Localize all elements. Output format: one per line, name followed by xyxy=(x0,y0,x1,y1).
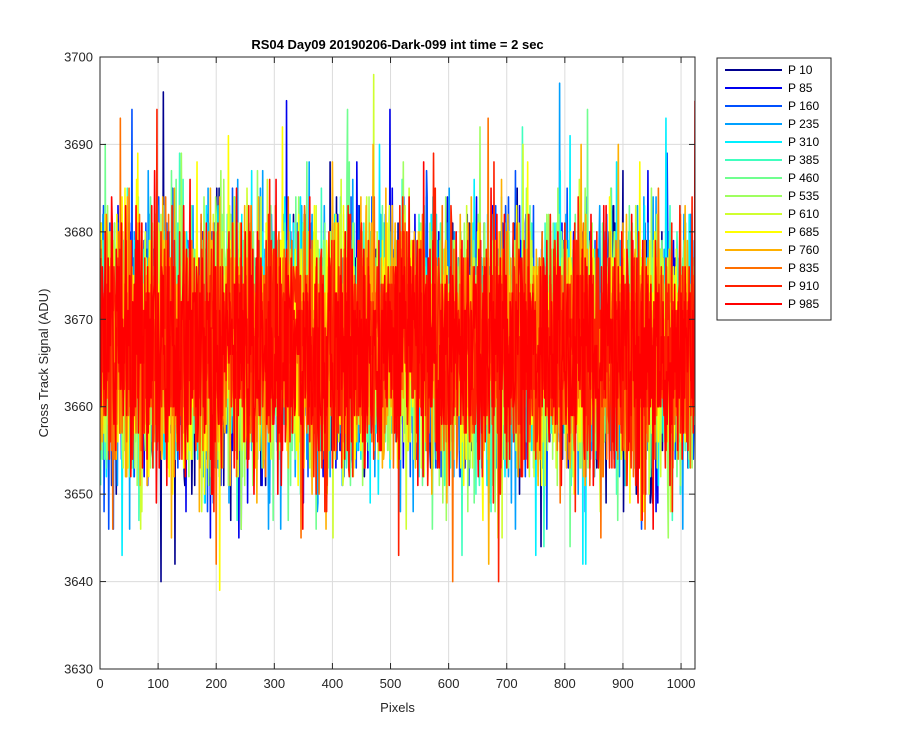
y-tick-label: 3690 xyxy=(64,137,93,152)
y-tick-label: 3700 xyxy=(64,50,93,65)
legend-entry: P 85 xyxy=(788,81,813,95)
series-group xyxy=(100,73,695,592)
legend-entry: P 235 xyxy=(788,117,819,131)
axes-frame xyxy=(99,56,696,670)
legend-entry: P 310 xyxy=(788,135,819,149)
y-tick-label: 3650 xyxy=(64,487,93,502)
legend-entry: P 160 xyxy=(788,99,819,113)
legend: P 10 P 85 P 160 P 235 P 310 P 385 P 460 P 535 P … xyxy=(716,57,832,321)
x-tick-label: 200 xyxy=(205,676,227,691)
y-tick-label: 3670 xyxy=(64,312,93,327)
legend-entry: P 610 xyxy=(788,207,819,221)
x-tick-label: 900 xyxy=(612,676,634,691)
x-tick-label: 100 xyxy=(147,676,169,691)
legend-entry: P 835 xyxy=(788,261,819,275)
x-tick-label: 400 xyxy=(322,676,344,691)
x-tick-label: 800 xyxy=(554,676,576,691)
x-axis-label: Pixels xyxy=(380,700,415,715)
legend-entry: P 10 xyxy=(788,63,813,77)
legend-entry: P 760 xyxy=(788,243,819,257)
legend-entry: P 460 xyxy=(788,171,819,185)
x-tick-label: 600 xyxy=(438,676,460,691)
chart-title: RS04 Day09 20190206-Dark-099 int time = … xyxy=(251,37,543,52)
legend-entry: P 685 xyxy=(788,225,819,239)
x-tick-label: 500 xyxy=(380,676,402,691)
y-tick-label: 3660 xyxy=(64,399,93,414)
x-tick-label: 700 xyxy=(496,676,518,691)
legend-entry: P 910 xyxy=(788,279,819,293)
x-tick-label: 300 xyxy=(263,676,285,691)
x-tick-label: 0 xyxy=(96,676,103,691)
x-tick-label: 1000 xyxy=(667,676,696,691)
legend-entry: P 985 xyxy=(788,297,819,311)
series-line xyxy=(100,100,695,530)
y-tick-label: 3640 xyxy=(64,574,93,589)
y-axis-label: Cross Track Signal (ADU) xyxy=(36,289,51,438)
plot-area: 0 100 200 300 400 500 600 700 800 900 1000 3630 3640… xyxy=(64,50,695,692)
legend-entry: P 535 xyxy=(788,189,819,203)
legend-box xyxy=(716,57,832,321)
legend-entry: P 385 xyxy=(788,153,819,167)
y-tick-label: 3630 xyxy=(64,662,93,677)
y-tick-label: 3680 xyxy=(64,224,93,239)
